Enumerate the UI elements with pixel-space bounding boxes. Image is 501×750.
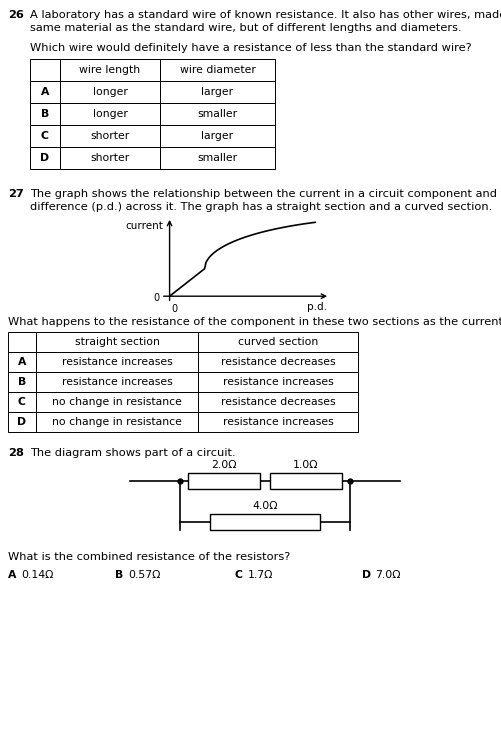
Text: A: A [18, 357, 26, 367]
Bar [8, 412, 36, 432]
Bar [160, 81, 275, 103]
Bar [30, 125, 60, 147]
Text: p.d.: p.d. [307, 302, 327, 312]
Bar [60, 81, 160, 103]
Text: shorter: shorter [90, 131, 129, 141]
Bar [8, 352, 36, 372]
Text: wire diameter: wire diameter [179, 65, 255, 75]
Text: B: B [115, 570, 123, 580]
Text: 4.0Ω: 4.0Ω [252, 501, 277, 511]
Text: wire length: wire length [79, 65, 140, 75]
Text: smaller: smaller [197, 109, 237, 119]
Bar [36, 372, 197, 392]
Text: no change in resistance: no change in resistance [52, 417, 181, 427]
Bar [36, 392, 197, 412]
Text: D: D [41, 153, 50, 163]
Text: Which wire would definitely have a resistance of less than the standard wire?: Which wire would definitely have a resis… [30, 43, 470, 53]
Text: 1.0Ω: 1.0Ω [293, 460, 318, 470]
Text: longer: longer [92, 87, 127, 97]
Text: C: C [18, 397, 26, 407]
Bar [60, 103, 160, 125]
Bar [8, 372, 36, 392]
Text: D: D [361, 570, 370, 580]
Text: straight section: straight section [75, 337, 159, 347]
Text: 28: 28 [8, 448, 24, 458]
Text: D: D [18, 417, 27, 427]
Text: What is the combined resistance of the resistors?: What is the combined resistance of the r… [8, 552, 290, 562]
Bar [197, 412, 357, 432]
Bar [60, 125, 160, 147]
Text: A laboratory has a standard wire of known resistance. It also has other wires, m: A laboratory has a standard wire of know… [30, 10, 501, 20]
Text: resistance decreases: resistance decreases [220, 357, 335, 367]
Text: A: A [41, 87, 49, 97]
Bar [36, 352, 197, 372]
Text: The graph shows the relationship between the current in a circuit component and : The graph shows the relationship between… [30, 189, 501, 199]
Bar [36, 332, 197, 352]
Text: resistance increases: resistance increases [222, 377, 333, 387]
Text: 0: 0 [153, 293, 159, 303]
Bar [8, 392, 36, 412]
Text: current: current [126, 220, 163, 230]
Bar [60, 147, 160, 169]
Text: resistance increases: resistance increases [62, 357, 172, 367]
Text: 7.0Ω: 7.0Ω [374, 570, 400, 580]
Text: A: A [8, 570, 17, 580]
Bar [160, 125, 275, 147]
Text: B: B [18, 377, 26, 387]
Bar [30, 103, 60, 125]
Bar [30, 147, 60, 169]
Bar [197, 352, 357, 372]
Bar [209, 514, 319, 530]
Text: shorter: shorter [90, 153, 129, 163]
Text: 1.7Ω: 1.7Ω [247, 570, 273, 580]
Text: 27: 27 [8, 189, 24, 199]
Text: resistance increases: resistance increases [222, 417, 333, 427]
Text: difference (p.d.) across it. The graph has a straight section and a curved secti: difference (p.d.) across it. The graph h… [30, 202, 491, 212]
Text: C: C [41, 131, 49, 141]
Text: larger: larger [201, 131, 233, 141]
Bar [8, 332, 36, 352]
Text: The diagram shows part of a circuit.: The diagram shows part of a circuit. [30, 448, 235, 458]
Bar [160, 103, 275, 125]
Bar [30, 59, 60, 81]
Text: smaller: smaller [197, 153, 237, 163]
Text: 0.57Ω: 0.57Ω [128, 570, 160, 580]
Bar [30, 81, 60, 103]
Text: 26: 26 [8, 10, 24, 20]
Text: resistance increases: resistance increases [62, 377, 172, 387]
Bar [270, 473, 341, 489]
Text: What happens to the resistance of the component in these two sections as the cur: What happens to the resistance of the co… [8, 317, 501, 327]
Text: B: B [41, 109, 49, 119]
Text: curved section: curved section [237, 337, 318, 347]
Text: 2.0Ω: 2.0Ω [211, 460, 236, 470]
Bar [197, 332, 357, 352]
Text: longer: longer [92, 109, 127, 119]
Bar [160, 147, 275, 169]
Bar [36, 412, 197, 432]
Bar [188, 473, 260, 489]
Text: 0.14Ω: 0.14Ω [21, 570, 53, 580]
Text: same material as the standard wire, but of different lengths and diameters.: same material as the standard wire, but … [30, 23, 461, 33]
Text: no change in resistance: no change in resistance [52, 397, 181, 407]
Text: larger: larger [201, 87, 233, 97]
Bar [160, 59, 275, 81]
Bar [197, 392, 357, 412]
Text: resistance decreases: resistance decreases [220, 397, 335, 407]
Text: 0: 0 [170, 304, 177, 313]
Bar [60, 59, 160, 81]
Text: C: C [234, 570, 242, 580]
Bar [197, 372, 357, 392]
